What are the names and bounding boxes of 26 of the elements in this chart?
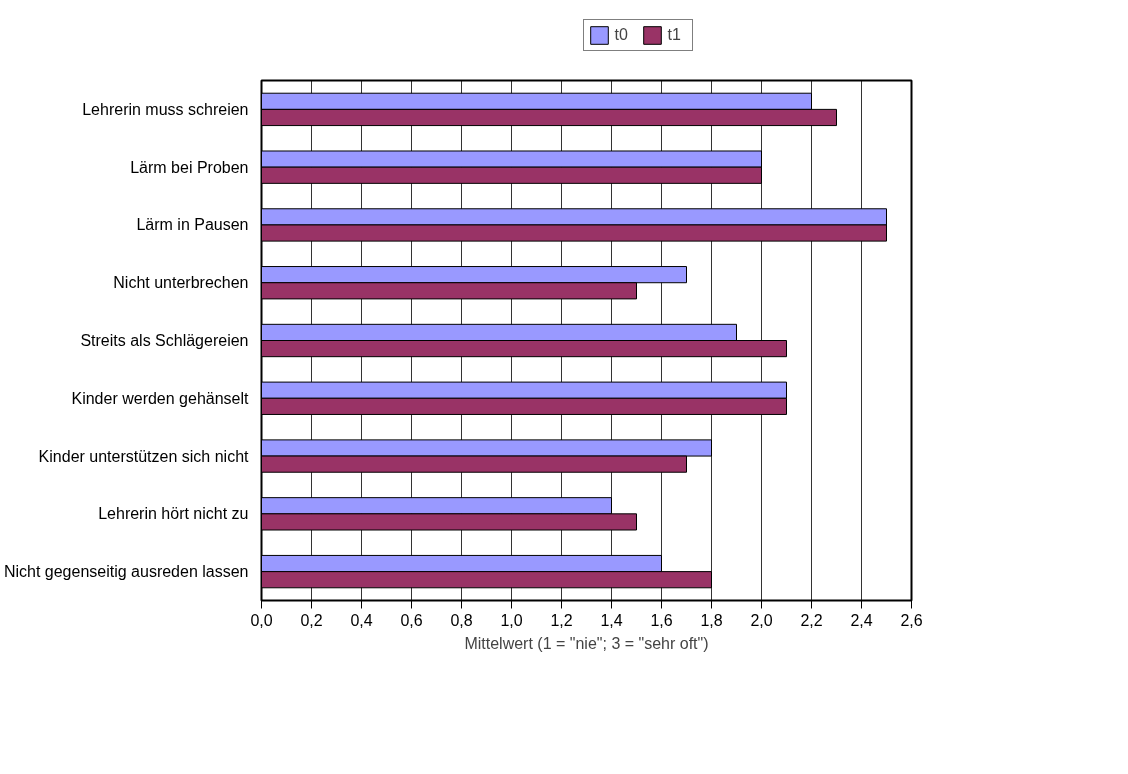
x-tick-label: 2,0 <box>750 611 773 629</box>
x-tick-label: 1,4 <box>600 611 623 629</box>
x-tick-label: 0,8 <box>450 611 473 629</box>
y-tick-label: Lehrerin muss schreien <box>82 100 249 118</box>
y-tick-label: Lehrerin hört nicht zu <box>98 505 249 523</box>
legend-label: t0 <box>614 26 629 44</box>
y-tick-label: Kinder werden gehänselt <box>71 389 250 407</box>
x-tick-label: 0,4 <box>350 611 373 629</box>
x-tick-label: 2,6 <box>900 611 923 629</box>
x-tick-label: 2,4 <box>850 611 873 629</box>
y-tick-label: Streits als Schlägereien <box>80 332 249 349</box>
x-tick-label: 0,2 <box>300 611 323 629</box>
legend-label: t1 <box>667 26 682 44</box>
y-tick-label: Nicht gegenseitig ausreden lassen <box>3 563 249 581</box>
y-tick-label: Lärm in Pausen <box>136 216 249 234</box>
x-tick-label: 1,8 <box>700 611 723 629</box>
y-tick-label: Kinder unterstützen sich nicht <box>38 447 250 465</box>
x-tick-label: 0,6 <box>400 611 423 629</box>
x-axis-title: Mittelwert (1 = "nie"; 3 = "sehr oft") <box>464 634 709 652</box>
x-tick-label: 1,6 <box>650 611 673 629</box>
y-tick-label: Lärm bei Proben <box>130 158 249 176</box>
y-tick-label: Nicht unterbrechen <box>113 274 249 292</box>
x-tick-label: 1,2 <box>550 611 573 629</box>
x-tick-label: 1,0 <box>500 611 523 629</box>
x-tick-label: 2,2 <box>800 611 823 629</box>
x-tick-label: 0,0 <box>250 611 273 629</box>
